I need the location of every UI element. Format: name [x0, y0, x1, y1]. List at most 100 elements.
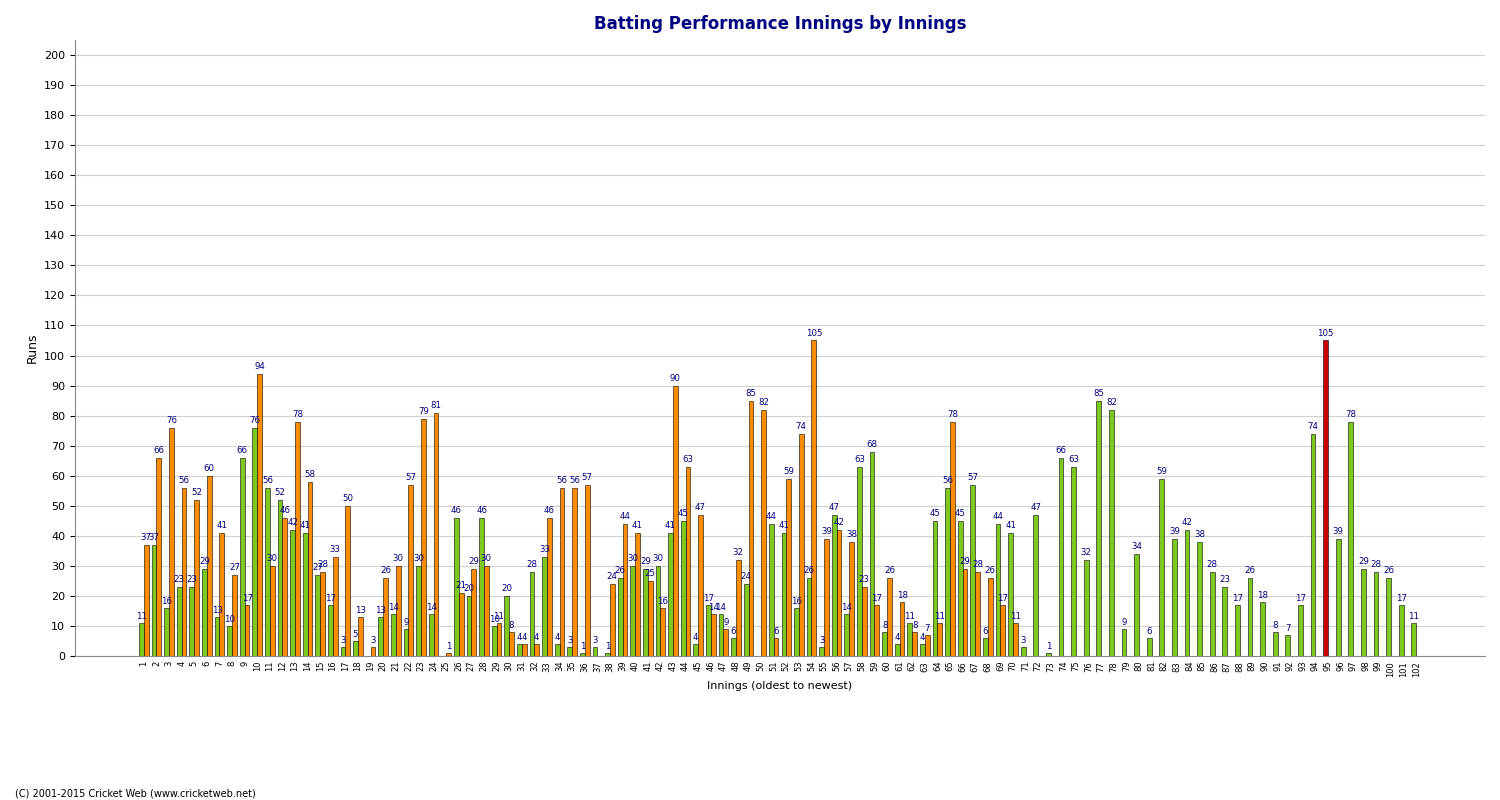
- Bar: [240, 458, 244, 656]
- Bar: [244, 605, 249, 656]
- Bar: [522, 644, 526, 656]
- Text: 4: 4: [516, 633, 522, 642]
- Text: 11: 11: [1010, 611, 1022, 621]
- Bar: [177, 587, 182, 656]
- Bar: [214, 617, 219, 656]
- Text: 17: 17: [242, 594, 252, 602]
- Bar: [1096, 401, 1101, 656]
- Text: 23: 23: [1220, 575, 1230, 585]
- Bar: [433, 413, 438, 656]
- Bar: [618, 578, 622, 656]
- Bar: [1386, 578, 1390, 656]
- Text: 5: 5: [352, 630, 358, 638]
- Text: 17: 17: [1294, 594, 1306, 602]
- Bar: [996, 524, 1000, 656]
- Text: 37: 37: [141, 534, 152, 542]
- Bar: [610, 584, 615, 656]
- Text: 28: 28: [526, 561, 537, 570]
- Bar: [1412, 623, 1416, 656]
- Bar: [1108, 410, 1114, 656]
- Text: 39: 39: [1332, 527, 1344, 537]
- Bar: [770, 524, 774, 656]
- Bar: [232, 575, 237, 656]
- Text: 28: 28: [316, 561, 328, 570]
- Bar: [824, 539, 830, 656]
- Bar: [982, 638, 988, 656]
- Text: 4: 4: [522, 633, 526, 642]
- Bar: [1348, 422, 1353, 656]
- Text: 4: 4: [693, 633, 699, 642]
- Bar: [518, 644, 522, 656]
- Text: 26: 26: [1245, 566, 1256, 575]
- Text: 105: 105: [1317, 329, 1334, 338]
- Bar: [580, 653, 585, 656]
- Bar: [794, 608, 800, 656]
- Bar: [622, 524, 627, 656]
- Bar: [896, 644, 900, 656]
- Bar: [202, 569, 207, 656]
- Bar: [844, 614, 849, 656]
- Bar: [674, 386, 678, 656]
- Bar: [963, 569, 968, 656]
- Bar: [478, 518, 484, 656]
- Bar: [833, 514, 837, 656]
- Bar: [718, 614, 723, 656]
- Text: 6: 6: [774, 626, 778, 635]
- Text: 46: 46: [544, 506, 555, 515]
- Bar: [920, 644, 926, 656]
- Bar: [668, 533, 674, 656]
- Bar: [706, 605, 711, 656]
- Text: 82: 82: [1106, 398, 1118, 407]
- Text: 46: 46: [452, 506, 462, 515]
- Title: Batting Performance Innings by Innings: Batting Performance Innings by Innings: [594, 15, 966, 33]
- Bar: [555, 644, 560, 656]
- Bar: [408, 485, 413, 656]
- Text: 30: 30: [393, 554, 404, 563]
- Bar: [459, 593, 464, 656]
- Text: 9: 9: [1122, 618, 1126, 626]
- Text: 6: 6: [1146, 626, 1152, 635]
- Bar: [1022, 647, 1026, 656]
- Text: 78: 78: [292, 410, 303, 419]
- Text: 38: 38: [1194, 530, 1204, 539]
- Bar: [492, 626, 496, 656]
- Bar: [975, 572, 980, 656]
- Text: 76: 76: [166, 416, 177, 426]
- Bar: [856, 466, 862, 656]
- Text: 105: 105: [806, 329, 822, 338]
- Bar: [144, 545, 148, 656]
- Text: 42: 42: [1182, 518, 1192, 527]
- Bar: [1008, 533, 1013, 656]
- Bar: [938, 623, 942, 656]
- Bar: [189, 587, 195, 656]
- Bar: [630, 566, 634, 656]
- Text: 45: 45: [956, 510, 966, 518]
- Bar: [807, 578, 812, 656]
- Text: 44: 44: [766, 512, 777, 522]
- Bar: [182, 488, 186, 656]
- Text: 4: 4: [534, 633, 540, 642]
- Text: 28: 28: [1371, 561, 1382, 570]
- Bar: [926, 635, 930, 656]
- Text: 3: 3: [1020, 635, 1026, 645]
- Text: 32: 32: [734, 549, 744, 558]
- Text: (C) 2001-2015 Cricket Web (www.cricketweb.net): (C) 2001-2015 Cricket Web (www.cricketwe…: [15, 788, 255, 798]
- Text: 11: 11: [136, 611, 147, 621]
- Bar: [340, 647, 345, 656]
- Bar: [266, 488, 270, 656]
- Bar: [1013, 623, 1019, 656]
- Text: 27: 27: [230, 563, 240, 573]
- Text: 34: 34: [1131, 542, 1142, 551]
- Bar: [592, 647, 597, 656]
- Text: 7: 7: [924, 623, 930, 633]
- Bar: [1134, 554, 1138, 656]
- Text: 78: 78: [1346, 410, 1356, 419]
- Bar: [698, 514, 703, 656]
- Bar: [585, 485, 590, 656]
- Text: 26: 26: [1383, 566, 1394, 575]
- Text: 1: 1: [446, 642, 452, 650]
- Text: 63: 63: [682, 455, 693, 464]
- Bar: [1234, 605, 1240, 656]
- Text: 41: 41: [632, 522, 644, 530]
- Bar: [950, 422, 956, 656]
